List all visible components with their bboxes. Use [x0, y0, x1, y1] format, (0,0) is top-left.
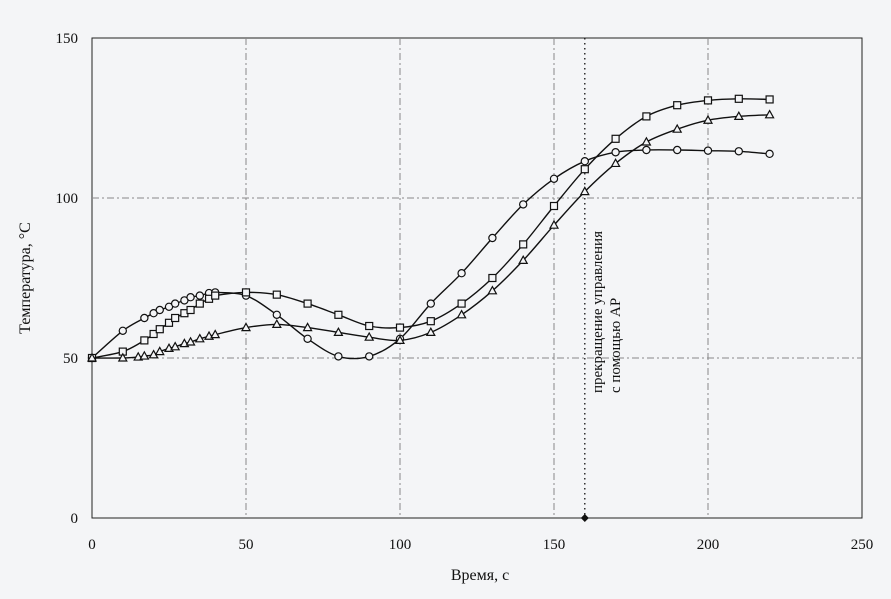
data-point-square [171, 313, 180, 323]
data-point-triangle [641, 136, 652, 146]
data-point-triangle [154, 346, 165, 356]
data-point-square [580, 165, 589, 174]
y-tick-label: 0 [71, 511, 79, 527]
data-point-circle [673, 145, 682, 155]
data-point-triangle [271, 318, 282, 328]
data-point-triangle [185, 336, 196, 346]
data-point-square [703, 96, 713, 105]
data-point-square [155, 325, 164, 334]
data-point-circle [642, 145, 651, 155]
data-point-square [673, 101, 682, 110]
y-tick-label: 150 [56, 31, 79, 47]
data-point-square [211, 291, 220, 300]
data-point-square [272, 290, 281, 299]
x-tick-label: 200 [697, 537, 720, 553]
grid-lines [92, 38, 862, 518]
data-point-triangle [240, 322, 252, 332]
data-point-circle [519, 200, 528, 209]
data-point-circle [186, 293, 195, 302]
data-point-triangle [394, 334, 406, 344]
data-point-square [734, 94, 743, 103]
data-point-circle [611, 148, 620, 157]
series-layer [86, 94, 775, 363]
x-tick-label: 50 [239, 537, 254, 553]
data-point-square [611, 134, 620, 143]
data-point-triangle [86, 352, 98, 362]
data-point-triangle [518, 254, 529, 264]
tick-labels: 0 50 100 150 200 250 0 50 100 150 [56, 31, 874, 553]
data-point-square [549, 201, 559, 211]
data-point-triangle [764, 109, 775, 119]
data-point-circle [195, 291, 204, 300]
data-point-triangle [425, 326, 436, 336]
data-point-triangle [733, 110, 744, 120]
data-point-circle [457, 269, 466, 278]
annotation-layer: прекращение управления с помощью АР [580, 38, 624, 522]
y-axis-label: Температура, °С [17, 222, 34, 334]
data-point-circle [140, 313, 149, 323]
x-axis-label: Время, с [451, 567, 509, 584]
data-point-circle [118, 326, 128, 335]
data-point-circle [765, 149, 774, 159]
data-point-square [365, 321, 374, 331]
series-square [87, 94, 774, 363]
data-point-square [195, 299, 204, 308]
data-point-circle [303, 334, 312, 343]
data-point-square [334, 310, 343, 319]
annotation-marker [580, 514, 589, 522]
data-point-square [140, 336, 149, 345]
data-point-circle [170, 299, 180, 308]
data-point-circle [703, 146, 713, 155]
data-point-circle [426, 299, 435, 308]
data-point-circle [488, 233, 497, 243]
y-tick-label: 100 [56, 191, 79, 207]
x-tick-label: 0 [88, 537, 96, 553]
data-point-triangle [170, 341, 181, 351]
y-tick-label: 50 [63, 351, 78, 367]
data-point-triangle [579, 186, 590, 196]
data-point-triangle [333, 326, 344, 336]
x-tick-label: 250 [851, 537, 874, 553]
data-point-square [426, 317, 435, 326]
x-tick-label: 150 [543, 537, 566, 553]
data-point-circle [365, 352, 374, 361]
data-point-square [241, 288, 251, 297]
data-point-triangle [548, 219, 560, 229]
data-point-circle [155, 305, 164, 315]
data-point-triangle [302, 322, 313, 332]
data-point-triangle [456, 309, 467, 319]
data-point-circle [580, 156, 590, 166]
data-point-square [519, 240, 528, 249]
data-point-square [395, 323, 405, 332]
data-point-triangle [364, 331, 375, 341]
x-tick-label: 100 [389, 537, 412, 553]
data-point-square [186, 305, 195, 315]
data-point-square [642, 112, 651, 121]
data-point-circle [334, 352, 343, 361]
plot-area [91, 37, 863, 519]
data-point-triangle [487, 285, 498, 295]
annotation-label: прекращение управления с помощью АР [590, 231, 624, 393]
series-triangle [86, 109, 775, 362]
data-point-triangle [210, 329, 221, 339]
data-point-square [488, 273, 497, 283]
data-point-square [303, 299, 312, 308]
data-point-triangle [139, 350, 150, 360]
data-point-triangle [672, 123, 683, 133]
data-point-square [164, 318, 174, 327]
data-point-triangle [610, 158, 621, 168]
data-point-triangle [117, 352, 128, 362]
data-point-circle [272, 310, 281, 319]
data-point-circle [734, 147, 744, 156]
data-point-square [149, 329, 158, 339]
data-point-square [457, 299, 466, 308]
data-point-square [765, 95, 774, 104]
data-point-triangle [194, 333, 205, 343]
data-point-circle [549, 174, 559, 183]
data-point-triangle [702, 114, 714, 124]
